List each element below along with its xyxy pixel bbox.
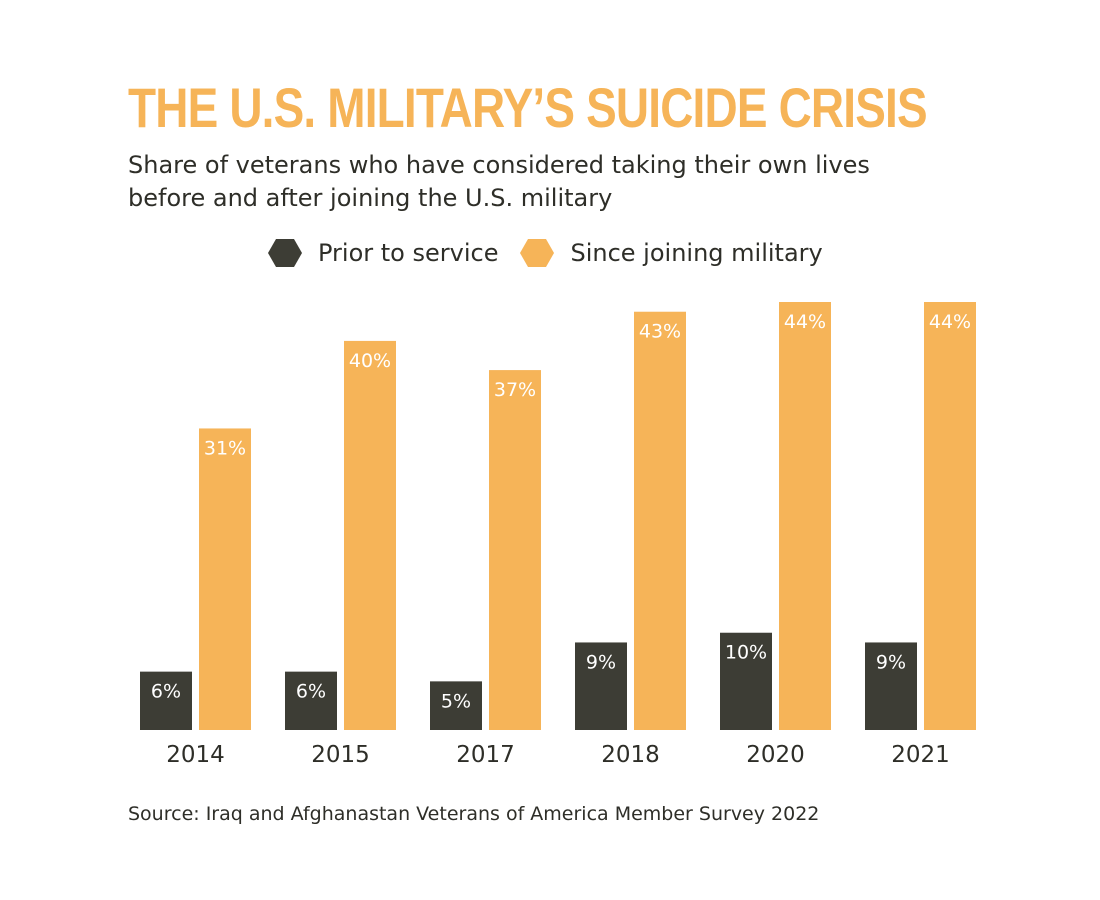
data-label-since-2014: 31% [204, 437, 246, 459]
x-tick-label-2020: 2020 [746, 742, 805, 768]
hexagon-icon [520, 239, 555, 267]
bar-prior-2018 [575, 642, 627, 730]
legend-label-prior: Prior to service [318, 239, 499, 267]
legend-item-since: Since joining military [520, 238, 823, 268]
x-tick-label-2021: 2021 [891, 742, 950, 768]
bar-since-2021 [924, 302, 976, 730]
bar-group-2015: 6% 40% 2015 [285, 340, 396, 768]
bar-since-2020 [779, 302, 831, 730]
x-tick-label-2018: 2018 [601, 742, 660, 768]
data-label-since-2018: 43% [639, 321, 681, 343]
bar-group-2020: 10% 44% 2020 [720, 302, 831, 768]
legend: Prior to service Since joining military [268, 236, 845, 270]
bar-since-2015 [344, 340, 396, 730]
bar-group-2014: 6% 31% 2014 [140, 428, 251, 768]
data-label-since-2017: 37% [494, 379, 536, 401]
legend-label-since: Since joining military [570, 239, 823, 267]
data-label-prior-2015: 6% [296, 681, 326, 703]
bar-group-2021: 9% 44% 2021 [865, 302, 976, 768]
bar-group-2018: 9% 43% 2018 [575, 311, 686, 768]
chart-title: THE U.S. MILITARY’S SUICIDE CRISIS [128, 76, 928, 139]
source-note: Source: Iraq and Afghanastan Veterans of… [128, 803, 820, 825]
bar-prior-2014 [140, 671, 192, 730]
bar-prior-2017 [430, 681, 482, 730]
bar-since-2014 [199, 428, 251, 730]
x-tick-label-2014: 2014 [166, 742, 225, 768]
legend-item-prior: Prior to service [268, 238, 498, 268]
hexagon-icon [268, 239, 302, 267]
data-label-prior-2021: 9% [876, 651, 906, 673]
chart-subtitle: Share of veterans who have considered ta… [128, 151, 870, 212]
bar-prior-2021 [865, 642, 917, 730]
x-tick-label-2015: 2015 [311, 742, 370, 768]
bar-since-2017 [489, 370, 541, 730]
bar-since-2018 [634, 311, 686, 730]
bar-prior-2015 [285, 671, 337, 730]
bar-prior-2020 [720, 632, 772, 730]
data-label-since-2015: 40% [349, 350, 391, 372]
data-label-since-2021: 44% [929, 311, 971, 333]
x-tick-label-2017: 2017 [456, 742, 515, 768]
data-label-since-2020: 44% [784, 311, 826, 333]
data-label-prior-2018: 9% [586, 651, 616, 673]
bar-group-2017: 5% 37% 2017 [430, 370, 541, 768]
data-label-prior-2014: 6% [151, 681, 181, 703]
data-label-prior-2020: 10% [725, 642, 767, 664]
data-label-prior-2017: 5% [441, 690, 471, 712]
